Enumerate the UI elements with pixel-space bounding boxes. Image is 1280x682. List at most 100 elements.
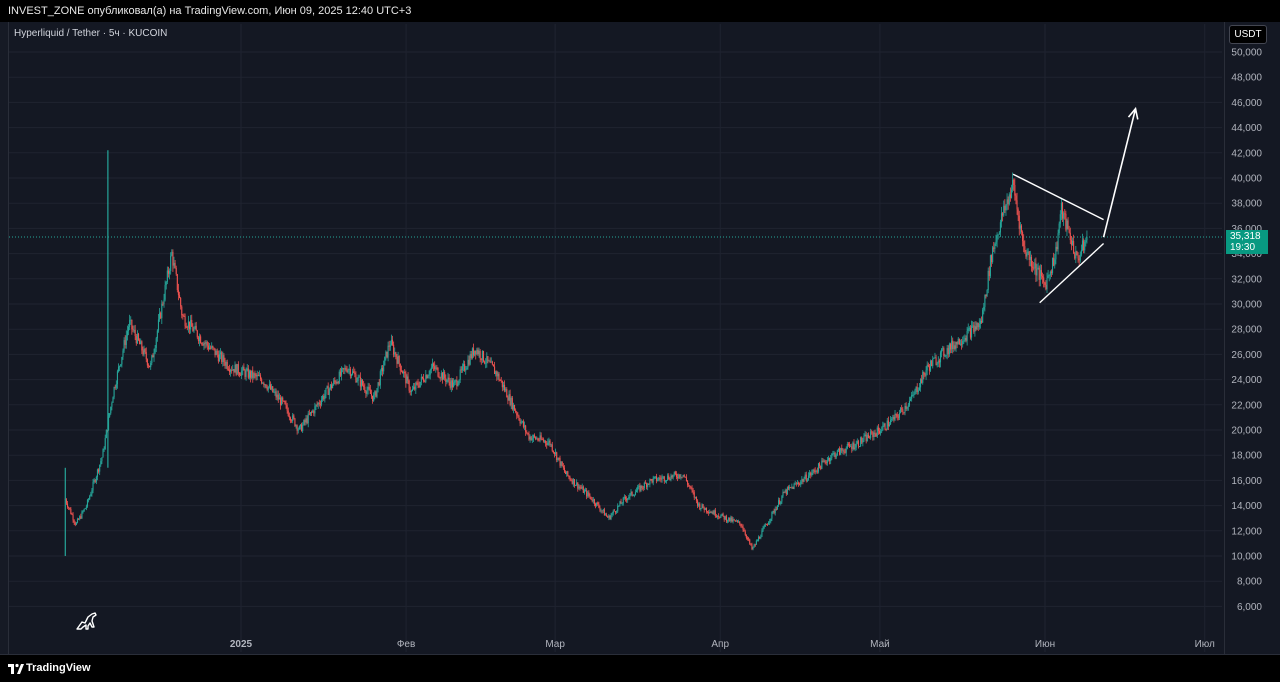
candle-body bbox=[830, 458, 832, 462]
candle-body bbox=[901, 408, 903, 410]
candle-body bbox=[566, 471, 568, 475]
candle-body bbox=[335, 381, 337, 384]
y-tick-label: 30,000 bbox=[1231, 300, 1262, 311]
candle-body bbox=[1029, 257, 1031, 261]
candle-body bbox=[1047, 275, 1049, 279]
candle-body bbox=[273, 391, 275, 393]
candle-body bbox=[992, 247, 994, 263]
candle-body bbox=[431, 363, 434, 368]
candle-body bbox=[559, 458, 561, 466]
candle-body bbox=[968, 328, 970, 330]
candle-body bbox=[660, 478, 662, 480]
footer-brand[interactable]: TradingView bbox=[26, 662, 91, 674]
candle-body bbox=[149, 365, 151, 368]
candle-body bbox=[328, 388, 330, 395]
candle-body bbox=[1036, 269, 1038, 276]
candle-body bbox=[969, 328, 972, 338]
candle-body bbox=[741, 526, 743, 527]
candle-body bbox=[1044, 282, 1046, 285]
price-axis[interactable] bbox=[1224, 22, 1280, 654]
candle-body bbox=[533, 435, 536, 437]
candle-body bbox=[475, 350, 477, 355]
candle-body bbox=[317, 402, 319, 406]
candle-body bbox=[760, 536, 762, 539]
candle-body bbox=[623, 496, 625, 498]
candle-body bbox=[237, 364, 239, 374]
candle-body bbox=[78, 518, 80, 520]
candle-body bbox=[150, 363, 152, 368]
candle-body bbox=[978, 323, 980, 328]
candle-body bbox=[297, 429, 299, 431]
candle-body bbox=[1015, 195, 1017, 201]
candle-body bbox=[523, 425, 526, 427]
candle-body bbox=[146, 359, 148, 366]
candle-body bbox=[1055, 246, 1057, 260]
currency-button[interactable]: USDT bbox=[1229, 25, 1267, 44]
candle-body bbox=[508, 394, 510, 401]
candle-body bbox=[718, 515, 720, 518]
candle-body bbox=[291, 420, 293, 422]
candle-body bbox=[176, 274, 178, 291]
candle-body bbox=[313, 410, 315, 414]
candle-body bbox=[720, 515, 722, 518]
candle-body bbox=[517, 415, 519, 417]
candle-body bbox=[814, 470, 816, 472]
candle-body bbox=[797, 482, 800, 484]
candle-body bbox=[852, 442, 854, 450]
candle-body bbox=[861, 437, 863, 443]
candle-body bbox=[933, 357, 935, 360]
candle-body bbox=[924, 374, 926, 376]
candle-body bbox=[499, 380, 501, 382]
candle-body bbox=[542, 439, 544, 442]
candle-body bbox=[539, 435, 541, 441]
candle-body bbox=[306, 418, 308, 424]
candle-body bbox=[793, 484, 795, 489]
candle-body bbox=[238, 373, 240, 375]
candle-body bbox=[322, 395, 324, 400]
candle-body bbox=[102, 449, 104, 458]
candle-body bbox=[821, 460, 823, 469]
y-tick-label: 32,000 bbox=[1231, 274, 1262, 285]
candle-body bbox=[839, 448, 841, 455]
candle-body bbox=[989, 255, 991, 277]
candle-body bbox=[425, 374, 427, 382]
candle-body bbox=[356, 380, 358, 383]
candle-body bbox=[173, 262, 175, 266]
candle-body bbox=[541, 439, 543, 441]
candle-body bbox=[896, 414, 898, 417]
candle-body bbox=[507, 397, 509, 401]
candle-body bbox=[241, 370, 243, 376]
candle-body bbox=[555, 452, 557, 455]
candle-body bbox=[447, 377, 449, 380]
candle-body bbox=[840, 448, 842, 455]
candle-body bbox=[243, 366, 245, 371]
candle-body bbox=[893, 416, 895, 420]
candle-body bbox=[370, 393, 373, 396]
candle-body bbox=[235, 364, 237, 375]
candle-body bbox=[293, 415, 295, 419]
candle-body bbox=[275, 391, 277, 398]
candle-body bbox=[794, 483, 796, 485]
candle-body bbox=[396, 357, 398, 364]
candle-body bbox=[323, 395, 325, 400]
candle-body bbox=[699, 503, 701, 510]
candle-body bbox=[1017, 209, 1019, 216]
candle-body bbox=[1012, 179, 1014, 190]
candle-body bbox=[134, 329, 136, 337]
candle-body bbox=[214, 348, 216, 356]
candle-body bbox=[638, 485, 640, 487]
symbol-title[interactable]: Hyperliquid / Tether · 5ч · KUCOIN bbox=[14, 28, 168, 39]
y-tick-label: 8,000 bbox=[1237, 577, 1262, 588]
tradingview-logo-icon[interactable] bbox=[8, 663, 24, 675]
candle-body bbox=[923, 371, 925, 375]
candle-body bbox=[363, 385, 365, 387]
candle-body bbox=[951, 340, 953, 350]
dinosaur-icon[interactable] bbox=[74, 608, 100, 634]
candle-body bbox=[827, 457, 830, 461]
candle-body bbox=[398, 356, 400, 364]
candle-body bbox=[123, 340, 125, 351]
candle-body bbox=[733, 519, 735, 521]
candle-body bbox=[774, 509, 776, 513]
candle-body bbox=[569, 477, 571, 480]
